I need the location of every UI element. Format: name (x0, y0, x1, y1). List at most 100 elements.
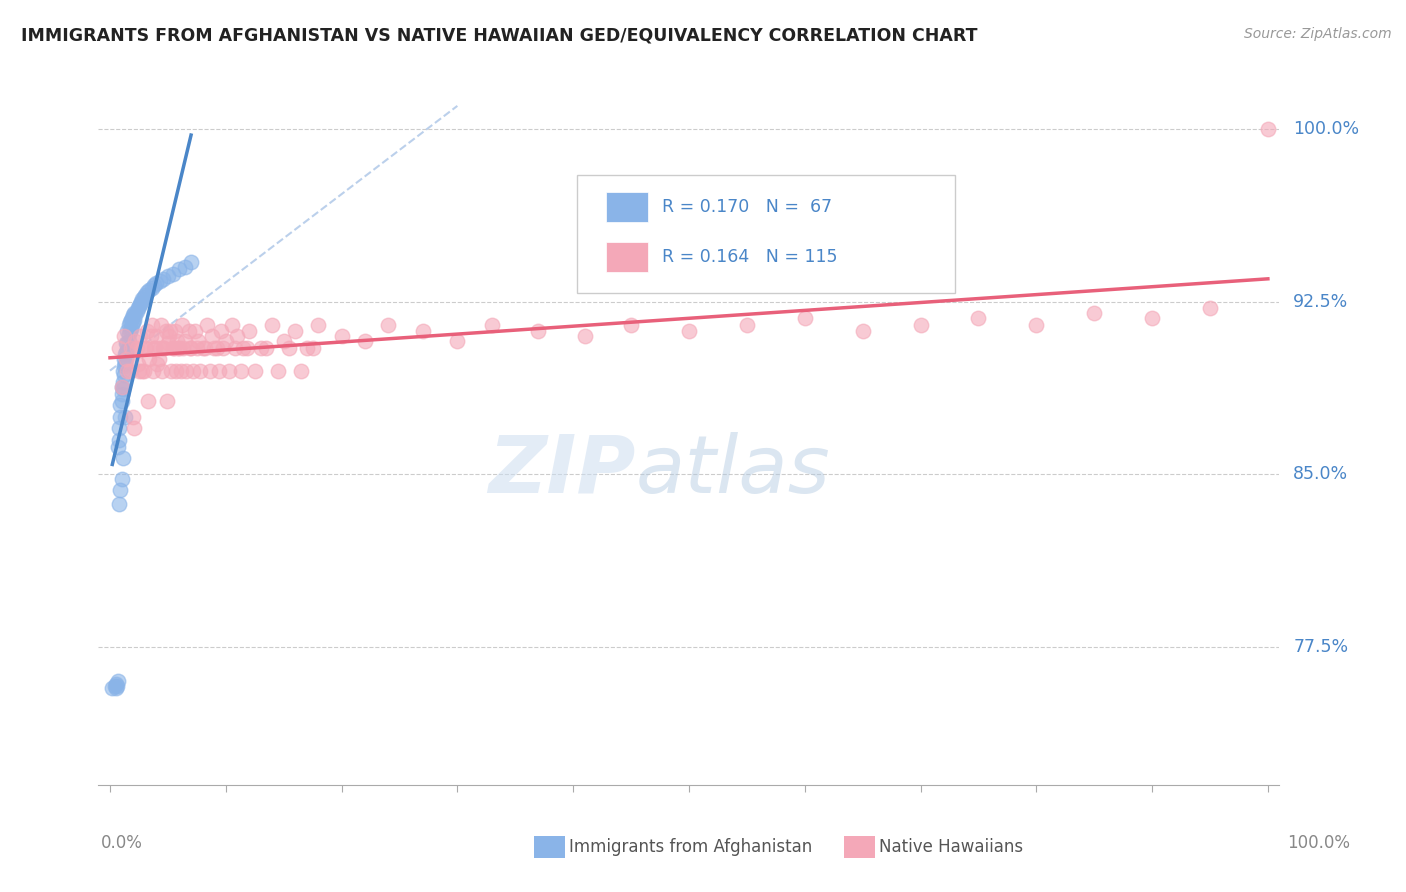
Point (143, 341, 166, 355)
Point (166, 334, 188, 348)
Point (127, 357, 149, 371)
Point (163, 341, 186, 355)
Point (120, 341, 142, 355)
Point (235, 341, 257, 355)
Text: R = 0.170   N =  67: R = 0.170 N = 67 (662, 198, 832, 216)
Point (141, 318, 163, 332)
Point (301, 341, 323, 355)
Point (128, 299, 150, 313)
Point (145, 329, 167, 343)
Point (198, 363, 221, 377)
Point (1140, 310, 1163, 325)
Point (132, 290, 155, 304)
Point (267, 363, 290, 377)
Point (110, 483, 132, 498)
Point (188, 363, 211, 377)
Point (167, 341, 190, 355)
Point (149, 318, 172, 332)
Point (104, 679, 127, 693)
Point (152, 271, 174, 285)
Point (122, 409, 145, 424)
Point (238, 325, 260, 339)
Point (172, 341, 194, 355)
Point (121, 310, 143, 325)
Point (145, 276, 167, 290)
Point (177, 325, 200, 339)
Point (183, 325, 205, 339)
Point (110, 380, 132, 394)
Point (143, 278, 166, 293)
Point (157, 329, 180, 343)
Point (111, 451, 134, 466)
Text: 77.5%: 77.5% (1294, 638, 1348, 656)
Point (127, 301, 149, 316)
Text: IMMIGRANTS FROM AFGHANISTAN VS NATIVE HAWAIIAN GED/EQUIVALENCY CORRELATION CHART: IMMIGRANTS FROM AFGHANISTAN VS NATIVE HA… (21, 27, 977, 45)
Text: 92.5%: 92.5% (1294, 293, 1348, 310)
Point (139, 329, 162, 343)
Text: ZIP: ZIP (488, 432, 636, 510)
Point (481, 318, 503, 332)
Point (131, 292, 153, 306)
Point (115, 352, 138, 367)
Point (187, 334, 209, 348)
Text: Immigrants from Afghanistan: Immigrants from Afghanistan (569, 838, 813, 856)
Point (155, 325, 177, 339)
Point (110, 386, 132, 401)
Point (138, 283, 160, 297)
Text: 100.0%: 100.0% (1294, 120, 1360, 138)
Point (446, 334, 468, 348)
Point (111, 363, 134, 377)
Point (122, 315, 145, 329)
Point (149, 341, 172, 355)
Point (307, 318, 329, 332)
Point (205, 341, 228, 355)
Point (377, 318, 399, 332)
Point (1083, 306, 1105, 320)
Point (101, 681, 124, 696)
Point (195, 318, 218, 332)
Point (186, 341, 208, 355)
Point (209, 325, 232, 339)
Point (135, 341, 157, 355)
Text: 100.0%: 100.0% (1286, 834, 1350, 852)
Point (793, 310, 815, 325)
Point (117, 326, 139, 341)
Point (527, 325, 550, 339)
Point (143, 341, 166, 355)
Point (148, 352, 170, 367)
Point (105, 679, 128, 693)
Point (108, 341, 131, 355)
Point (229, 363, 252, 377)
Point (412, 325, 434, 339)
Point (117, 343, 139, 357)
Point (180, 341, 202, 355)
Point (180, 255, 202, 269)
Point (108, 497, 131, 511)
Point (117, 336, 139, 351)
Point (104, 676, 127, 690)
Point (1025, 318, 1047, 332)
Point (678, 325, 700, 339)
Point (118, 315, 141, 329)
Point (273, 334, 295, 348)
Point (110, 398, 132, 412)
Point (112, 352, 135, 367)
Text: 0.0%: 0.0% (101, 834, 143, 852)
Point (107, 674, 129, 689)
Point (129, 329, 152, 343)
Point (221, 318, 243, 332)
Point (232, 341, 254, 355)
FancyBboxPatch shape (576, 175, 955, 293)
Point (136, 325, 159, 339)
Point (620, 318, 643, 332)
Point (120, 322, 142, 336)
Point (284, 325, 307, 339)
Point (124, 334, 146, 348)
Point (124, 421, 146, 435)
Text: atlas: atlas (636, 432, 831, 510)
Point (128, 363, 150, 377)
Point (136, 285, 159, 300)
Point (156, 393, 179, 408)
Point (353, 334, 375, 348)
Point (110, 380, 132, 394)
